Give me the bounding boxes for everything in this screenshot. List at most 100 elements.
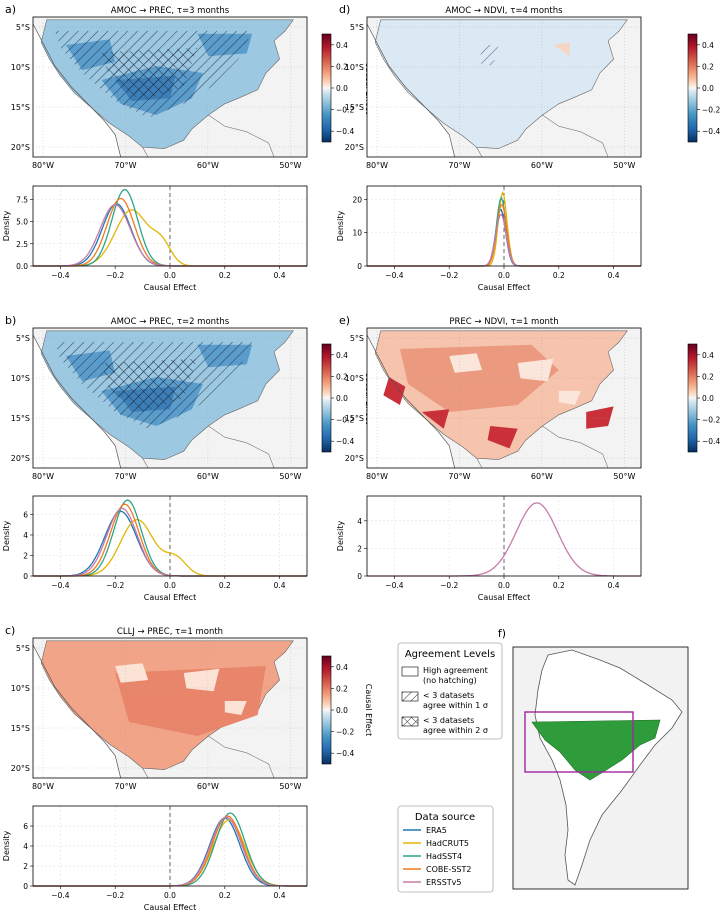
- map-border: [208, 114, 275, 158]
- title-predictor: AMOC: [445, 6, 471, 16]
- map-border: [542, 114, 609, 158]
- density-ytick-label: 7.5: [16, 195, 28, 204]
- density-panel: −0.4 −0.2 0.0 0.2 0.4 0 2 4 6 Causal Effect Densit…: [2, 805, 308, 912]
- map-xtick-label: 60°W: [197, 472, 219, 481]
- density-panel: −0.4 −0.2 0.0 0.2 0.4 0 10 20 Causal Effect Densi…: [336, 185, 642, 292]
- density-ytick-label: 6: [23, 510, 28, 519]
- density-ylabel: Density: [2, 521, 11, 552]
- map-contour: [115, 663, 149, 683]
- colorbar-tick-label: −0.4: [702, 437, 720, 446]
- legend-item-label: COBE-SST2: [426, 865, 471, 874]
- density-xtick-label: 0.0: [498, 581, 510, 590]
- title-predictor: CLLJ: [117, 627, 135, 637]
- density-xtick-label: −0.4: [51, 581, 69, 590]
- map-xtick-label: 80°W: [32, 161, 54, 170]
- map-ytick-label: 10°S: [345, 374, 364, 383]
- panel-letter: b): [5, 314, 16, 327]
- legend-title: Agreement Levels: [405, 649, 495, 660]
- map-ytick-label: 10°S: [11, 684, 30, 693]
- map-title: AMOC → PREC, τ=3 months: [111, 6, 230, 16]
- map-coastline: [32, 23, 122, 158]
- density-xtick-label: 0.2: [553, 581, 565, 590]
- map-border: [476, 458, 483, 469]
- legend-item-label: HadSST4: [426, 852, 462, 861]
- colorbar-bar: [687, 343, 698, 453]
- density-xtick-label: −0.2: [440, 271, 458, 280]
- map-border: [208, 425, 275, 469]
- density-ylabel: Density: [336, 211, 345, 242]
- colorbar-tick-label: −0.2: [336, 416, 354, 425]
- density-panel: −0.4 −0.2 0.0 0.2 0.4 0.0 2.5 5.0 7.5 Causal Effe…: [2, 185, 308, 292]
- density-ytick-label: 20: [352, 195, 362, 204]
- density-xtick-label: −0.2: [106, 891, 124, 900]
- map-ytick-label: 10°S: [11, 63, 30, 72]
- map-ytick-label: 20°S: [345, 143, 364, 152]
- map-title: AMOC → PREC, τ=2 months: [111, 317, 230, 327]
- colorbar-tick-label: −0.4: [336, 749, 354, 758]
- colorbar-tick-label: −0.4: [702, 127, 720, 136]
- density-xtick-label: −0.4: [51, 271, 69, 280]
- colorbar-tick-label: 0.4: [702, 351, 714, 360]
- map-ytick-label: 15°S: [345, 414, 364, 423]
- map-panel: 80°W 70°W 60°W 50°W 5°S 10°S 15°S 20°S PREC → ND…: [339, 314, 642, 481]
- density-xtick-label: 0.0: [164, 271, 176, 280]
- density-xtick-label: 0.2: [219, 581, 231, 590]
- map-frame: [32, 16, 308, 158]
- map-panel: 80°W 70°W 60°W 50°W 5°S 10°S 15°S 20°S AMOC → PR…: [5, 3, 308, 170]
- map-coastline: [366, 23, 456, 158]
- panel-letter: c): [5, 624, 15, 637]
- density-xtick-label: 0.0: [164, 581, 176, 590]
- panel-letter: d): [339, 3, 350, 16]
- map-ytick-label: 5°S: [16, 23, 30, 32]
- density-ytick-label: 0: [357, 262, 362, 271]
- density-ytick-label: 2.5: [16, 240, 28, 249]
- density-ytick-label: 4: [23, 531, 28, 540]
- density-xtick-label: 0.0: [164, 891, 176, 900]
- colorbar-tick-label: 0.0: [702, 84, 714, 93]
- map-contour: [517, 358, 554, 382]
- density-xtick-label: 0.4: [274, 581, 286, 590]
- legend-item-label: < 3 datasets: [423, 691, 474, 700]
- density-xlabel: Causal Effect: [478, 593, 530, 602]
- colorbar-tick-label: 0.2: [336, 62, 348, 71]
- map-xtick-label: 80°W: [32, 472, 54, 481]
- legend-item-label: ERSSTv5: [426, 878, 461, 887]
- colorbar-tick-label: −0.4: [336, 437, 354, 446]
- map-ocean: [367, 328, 455, 468]
- legend-item-label: High agreement: [423, 666, 488, 675]
- legend-item-label: ERA5: [426, 826, 447, 835]
- colorbar-bar: [321, 655, 332, 765]
- legend-box: [397, 642, 503, 740]
- map-title: AMOC → NDVI, τ=4 months: [445, 6, 563, 16]
- density-ylabel: Density: [2, 211, 11, 242]
- map-xtick-label: 50°W: [279, 472, 301, 481]
- map-contour: [115, 666, 266, 736]
- source-legend: Data source ERA5 HadCRUT5 HadSST4 COBE-SST2 E…: [397, 805, 494, 893]
- map-panel: 80°W 70°W 60°W 50°W 5°S 10°S 15°S 20°S AMOC → PR…: [5, 314, 308, 481]
- colorbar-tick-label: 0.2: [336, 372, 348, 381]
- density-xtick-label: −0.2: [440, 581, 458, 590]
- colorbar-tick-label: −0.2: [336, 106, 354, 115]
- map-ytick-label: 10°S: [11, 374, 30, 383]
- colorbar-bar: [321, 343, 332, 453]
- map-contour: [183, 668, 220, 692]
- domain-box: [524, 711, 634, 773]
- legend-swatch: [401, 666, 419, 677]
- density-ytick-label: 2: [23, 862, 28, 871]
- density-ytick-label: 0.0: [16, 262, 28, 271]
- map-frame: [32, 637, 308, 779]
- map-ytick-label: 5°S: [350, 334, 364, 343]
- density-xtick-label: −0.4: [385, 271, 403, 280]
- title-predictor: AMOC: [111, 6, 137, 16]
- density-xlabel: Causal Effect: [144, 903, 196, 912]
- map-xtick-label: 60°W: [531, 161, 553, 170]
- map-ocean: [33, 17, 121, 157]
- legend-title: Data source: [415, 812, 475, 823]
- map-border: [476, 147, 483, 158]
- density-xtick-label: −0.4: [51, 891, 69, 900]
- map-panel: 80°W 70°W 60°W 50°W 5°S 10°S 15°S 20°S AMOC → ND…: [339, 3, 642, 170]
- density-xtick-label: 0.0: [498, 271, 510, 280]
